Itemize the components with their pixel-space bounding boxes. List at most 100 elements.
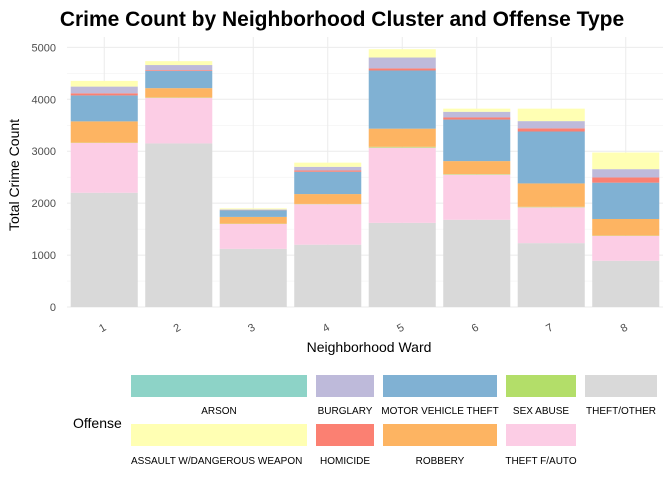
- legend-title: Offense: [73, 415, 122, 431]
- x-tick-label: 3: [246, 322, 257, 335]
- legend-label: MOTOR VEHICLE THEFT: [381, 406, 498, 417]
- bar-segment-theft-other-ward-5: [369, 223, 436, 307]
- bar-segment-burglary-ward-6: [443, 112, 510, 118]
- bar-segment-theft-f-auto-ward-5: [369, 148, 436, 223]
- x-tick-label: 2: [172, 322, 183, 335]
- bar-segment-assault-w-dangerous-weapon-ward-4: [294, 163, 361, 167]
- bar-segment-theft-f-auto-ward-8: [592, 236, 659, 261]
- bar-segment-assault-w-dangerous-weapon-ward-8: [592, 153, 659, 170]
- legend-key-motor-vehicle-theft: [383, 375, 497, 397]
- bar-segment-motor-vehicle-theft-ward-4: [294, 172, 361, 194]
- legend-key-sex-abuse: [506, 375, 576, 397]
- legend-key-theft-other: [585, 375, 657, 397]
- y-tick-label: 1000: [32, 250, 56, 262]
- bar-segment-burglary-ward-4: [294, 167, 361, 171]
- bar-segment-theft-f-auto-ward-7: [518, 207, 585, 243]
- bar-segment-theft-other-ward-8: [592, 261, 659, 307]
- bar-segment-theft-other-ward-6: [443, 220, 510, 307]
- bar-segment-motor-vehicle-theft-ward-5: [369, 70, 436, 128]
- bar-segment-robbery-ward-5: [369, 129, 436, 147]
- x-tick-label: 6: [470, 322, 481, 335]
- bar-segment-homicide-ward-7: [518, 128, 585, 131]
- bar-segment-motor-vehicle-theft-ward-2: [145, 71, 212, 88]
- y-tick-label: 4000: [32, 94, 56, 106]
- bar-segment-burglary-ward-8: [592, 169, 659, 177]
- y-tick-label: 0: [50, 302, 56, 314]
- bar-segment-theft-other-ward-1: [71, 193, 138, 307]
- bar-segment-theft-f-auto-ward-1: [71, 143, 138, 193]
- legend-label: ROBBERY: [416, 456, 465, 467]
- bar-segment-theft-f-auto-ward-4: [294, 204, 361, 245]
- legend-key-theft-f-auto: [506, 424, 576, 446]
- legend-key-assault-w-dangerous-weapon: [131, 424, 307, 446]
- bar-segment-assault-w-dangerous-weapon-ward-5: [369, 49, 436, 57]
- bar-segment-robbery-ward-6: [443, 161, 510, 174]
- bar-segment-motor-vehicle-theft-ward-6: [443, 120, 510, 162]
- bar-segment-theft-f-auto-ward-2: [145, 98, 212, 144]
- x-tick-label: 4: [321, 322, 332, 335]
- bar-segment-motor-vehicle-theft-ward-1: [71, 95, 138, 121]
- bar-segment-burglary-ward-2: [145, 65, 212, 70]
- bar-segment-theft-f-auto-ward-6: [443, 175, 510, 220]
- y-tick-label: 3000: [32, 146, 56, 158]
- chart-title: Crime Count by Neighborhood Cluster and …: [60, 8, 624, 31]
- bar-segment-robbery-ward-4: [294, 194, 361, 204]
- bar-segment-theft-other-ward-4: [294, 245, 361, 307]
- legend-key-arson: [131, 375, 307, 397]
- bar-segment-homicide-ward-5: [369, 68, 436, 70]
- x-tick-label: 7: [544, 322, 555, 335]
- bar-segment-motor-vehicle-theft-ward-3: [220, 210, 287, 217]
- y-tick-label: 2000: [32, 198, 56, 210]
- bar-segment-burglary-ward-3: [220, 209, 287, 210]
- bar-segment-robbery-ward-2: [145, 88, 212, 97]
- bar-segment-robbery-ward-7: [518, 183, 585, 206]
- bar-segment-burglary-ward-5: [369, 58, 436, 69]
- y-axis: 0 1000 2000 3000 4000 5000: [32, 42, 56, 314]
- legend-key-robbery: [383, 424, 497, 446]
- x-axis: 1 2 3 4 5 6 7 8: [97, 322, 630, 335]
- bar-segment-homicide-ward-8: [592, 177, 659, 182]
- bar-segment-burglary-ward-7: [518, 121, 585, 128]
- bar-segment-burglary-ward-1: [71, 87, 138, 94]
- legend: Offense ARSON BURGLARY MOTOR VEHICLE THEFT…: [73, 375, 657, 467]
- x-tick-label: 1: [97, 322, 108, 335]
- bar-segment-theft-other-ward-2: [145, 143, 212, 307]
- legend-label: ARSON: [201, 406, 237, 417]
- bar-segment-theft-f-auto-ward-3: [220, 224, 287, 249]
- x-tick-label: 8: [619, 322, 630, 335]
- bar-segment-homicide-ward-2: [145, 70, 212, 71]
- x-tick-label: 5: [395, 322, 406, 335]
- bar-segment-motor-vehicle-theft-ward-8: [592, 183, 659, 219]
- bar-segment-assault-w-dangerous-weapon-ward-7: [518, 109, 585, 121]
- legend-label: ASSAULT W/DANGEROUS WEAPON: [131, 456, 302, 467]
- legend-label: SEX ABUSE: [513, 406, 569, 417]
- bars: [71, 49, 660, 307]
- bar-segment-homicide-ward-4: [294, 170, 361, 171]
- bar-segment-assault-w-dangerous-weapon-ward-2: [145, 61, 212, 65]
- bar-segment-theft-other-ward-3: [220, 249, 287, 307]
- bar-segment-assault-w-dangerous-weapon-ward-6: [443, 109, 510, 112]
- bar-segment-assault-w-dangerous-weapon-ward-1: [71, 81, 138, 87]
- bar-segment-robbery-ward-3: [220, 217, 287, 224]
- bar-segment-robbery-ward-8: [592, 219, 659, 236]
- legend-label: THEFT/OTHER: [586, 406, 656, 417]
- legend-label: BURGLARY: [318, 406, 373, 417]
- x-axis-title: Neighborhood Ward: [307, 339, 432, 355]
- bar-segment-motor-vehicle-theft-ward-7: [518, 132, 585, 184]
- y-tick-label: 5000: [32, 42, 56, 54]
- legend-label: THEFT F/AUTO: [505, 456, 577, 467]
- legend-key-homicide: [316, 424, 374, 446]
- bar-segment-theft-other-ward-7: [518, 243, 585, 307]
- bar-segment-robbery-ward-1: [71, 121, 138, 142]
- bar-segment-homicide-ward-6: [443, 117, 510, 119]
- bar-segment-homicide-ward-1: [71, 93, 138, 95]
- bar-segment-sex-abuse-ward-5: [369, 147, 436, 148]
- bar-segment-sex-abuse-ward-6: [443, 174, 510, 175]
- bar-segment-assault-w-dangerous-weapon-ward-3: [220, 208, 287, 209]
- bar-segment-sex-abuse-ward-7: [518, 207, 585, 208]
- legend-label: HOMICIDE: [320, 456, 370, 467]
- legend-key-burglary: [316, 375, 374, 397]
- y-axis-title: Total Crime Count: [6, 119, 22, 231]
